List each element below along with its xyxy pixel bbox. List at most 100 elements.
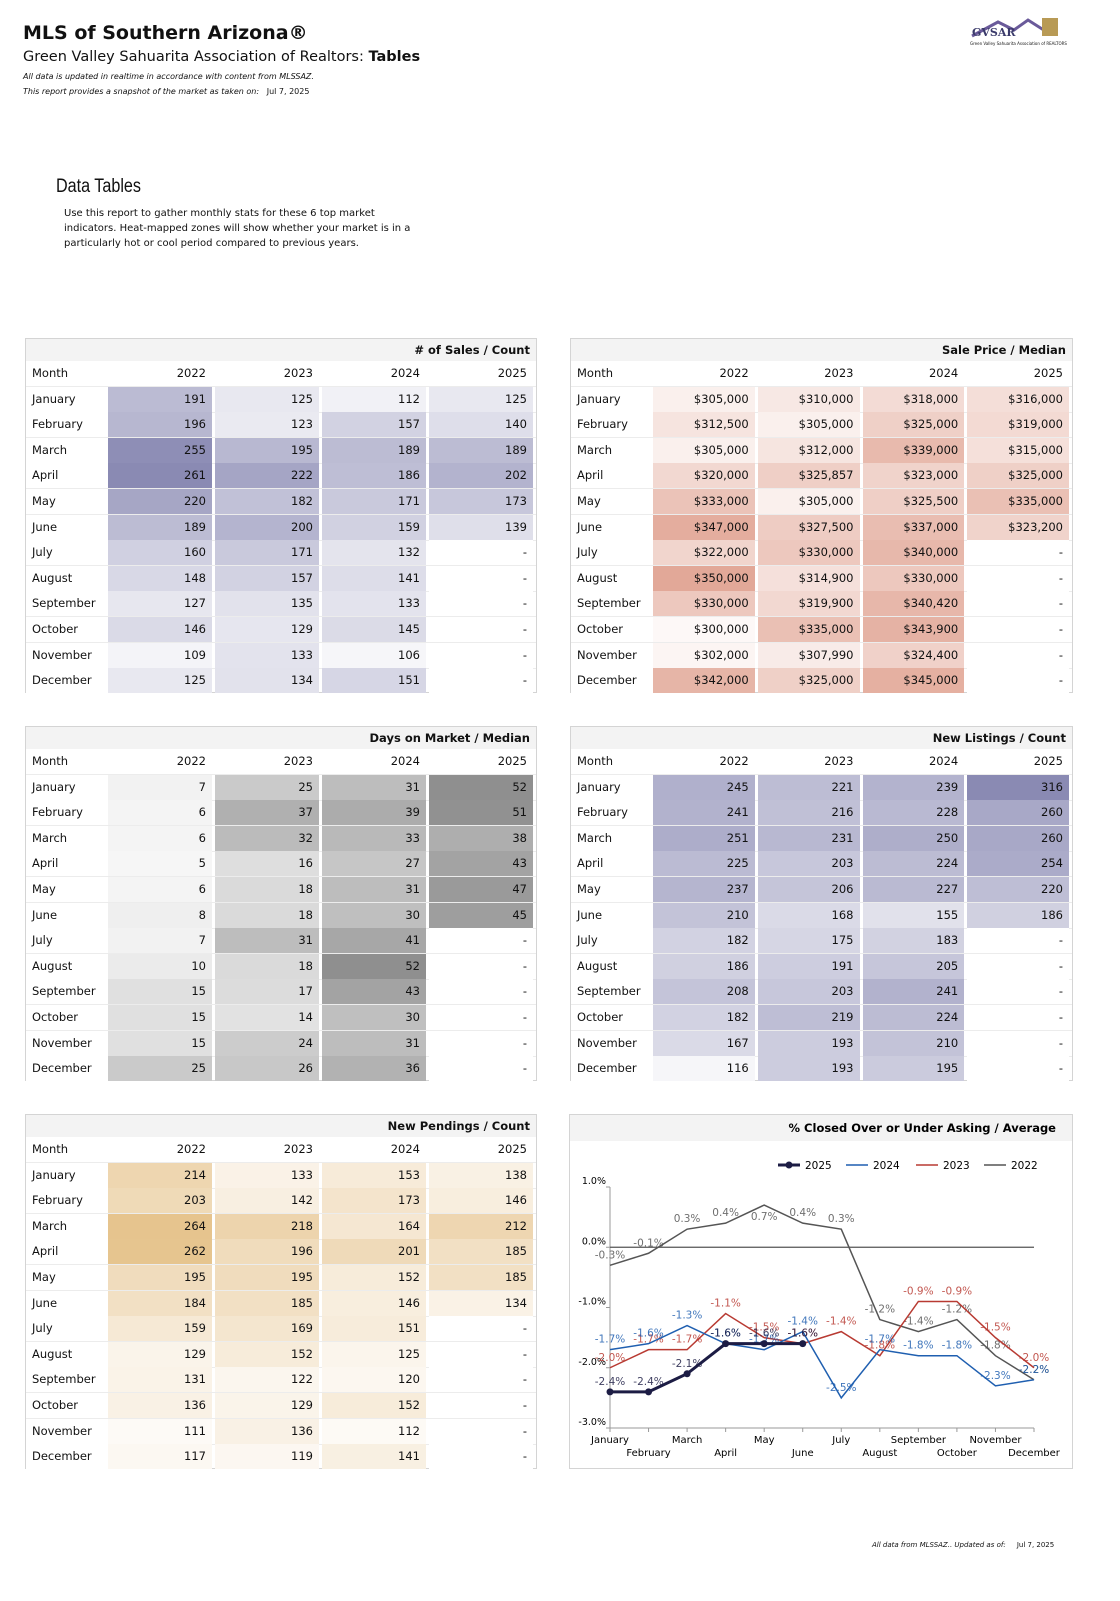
data-cell: 32 xyxy=(215,825,319,851)
data-cell: 10 xyxy=(108,953,212,979)
data-cell: - xyxy=(429,1030,533,1056)
data-cell: 37 xyxy=(215,800,319,826)
data-cell: $315,000 xyxy=(967,437,1069,463)
x-tick-label: April xyxy=(714,1448,737,1459)
legend-label: 2022 xyxy=(1011,1160,1038,1172)
column-header: 2024 xyxy=(390,1142,420,1156)
data-cell: 231 xyxy=(757,825,860,851)
data-label: -1.4% xyxy=(826,1316,856,1328)
point xyxy=(722,1340,730,1348)
data-cell: 222 xyxy=(215,463,319,489)
data-cell: 251 xyxy=(653,825,755,851)
data-label: -1.4% xyxy=(903,1316,933,1328)
data-cell: 125 xyxy=(215,386,319,412)
data-label: -1.2% xyxy=(865,1304,895,1316)
logo-building xyxy=(1042,18,1058,36)
month-cell: August xyxy=(571,953,653,979)
data-cell: - xyxy=(429,1316,533,1342)
data-label: -1.8% xyxy=(903,1340,933,1352)
data-cell: 109 xyxy=(108,642,212,668)
month-cell: January xyxy=(571,386,653,412)
data-cell: $312,000 xyxy=(757,437,860,463)
month-cell: February xyxy=(26,1188,108,1214)
data-cell: 160 xyxy=(108,540,212,566)
month-cell: May xyxy=(26,1264,108,1290)
data-cell: 119 xyxy=(215,1444,319,1470)
data-cell: 25 xyxy=(215,774,319,800)
data-cell: 43 xyxy=(322,979,426,1005)
chart-title: % Closed Over or Under Asking / Average xyxy=(789,1121,1057,1135)
column-header: 2023 xyxy=(824,366,854,380)
data-cell: 220 xyxy=(108,488,212,514)
data-cell: 169 xyxy=(215,1316,319,1342)
data-label: 0.7% xyxy=(751,1211,778,1223)
data-cell: 227 xyxy=(862,876,965,902)
data-cell: 141 xyxy=(322,565,426,591)
data-cell: 186 xyxy=(653,953,755,979)
month-cell: October xyxy=(571,616,653,642)
data-label: -0.3% xyxy=(595,1249,625,1261)
month-cell: May xyxy=(26,876,108,902)
data-label: -1.7% xyxy=(595,1334,625,1346)
report-subtitle: Green Valley Sahuarita Association of Re… xyxy=(23,49,420,65)
data-cell: 212 xyxy=(429,1213,533,1239)
column-header: 2025 xyxy=(497,1142,527,1156)
data-cell: 195 xyxy=(108,1264,212,1290)
data-label: -0.1% xyxy=(633,1237,663,1249)
table-panel: New Pendings / Count Month 2022 2023 2024 202… xyxy=(25,1114,537,1470)
data-cell: $335,000 xyxy=(757,616,860,642)
data-cell: - xyxy=(429,668,533,694)
legend-label: 2023 xyxy=(943,1160,970,1172)
data-cell: $330,000 xyxy=(653,591,755,617)
data-cell: 225 xyxy=(653,851,755,877)
data-cell: 196 xyxy=(108,412,212,438)
data-cell: $305,000 xyxy=(757,488,860,514)
data-cell: 210 xyxy=(653,902,755,928)
y-tick-label: -1.0% xyxy=(578,1297,606,1308)
data-cell: 45 xyxy=(429,902,533,928)
data-cell: - xyxy=(967,668,1069,694)
month-cell: February xyxy=(26,800,108,826)
data-cell: 31 xyxy=(322,1030,426,1056)
month-cell: August xyxy=(571,565,653,591)
data-cell: 195 xyxy=(862,1056,965,1082)
data-cell: 133 xyxy=(215,1162,319,1188)
x-tick-label: February xyxy=(626,1448,670,1459)
data-cell: $324,400 xyxy=(862,642,965,668)
data-cell: 264 xyxy=(108,1213,212,1239)
data-cell: 148 xyxy=(108,565,212,591)
month-cell: September xyxy=(26,591,108,617)
data-cell: - xyxy=(429,565,533,591)
snapshot-date: Jul 7, 2025 xyxy=(266,87,310,96)
data-cell: 18 xyxy=(215,902,319,928)
month-cell: July xyxy=(571,540,653,566)
data-cell: 221 xyxy=(757,774,860,800)
data-cell: 129 xyxy=(108,1341,212,1367)
data-cell: $325,000 xyxy=(862,412,965,438)
data-cell: 260 xyxy=(967,825,1069,851)
data-cell: 195 xyxy=(215,1264,319,1290)
month-cell: January xyxy=(26,1162,108,1188)
month-cell: May xyxy=(571,876,653,902)
data-cell: 186 xyxy=(322,463,426,489)
data-cell: 195 xyxy=(215,437,319,463)
data-cell: 210 xyxy=(862,1030,965,1056)
month-cell: September xyxy=(571,979,653,1005)
data-cell: $335,000 xyxy=(967,488,1069,514)
column-header: 2025 xyxy=(497,366,527,380)
data-cell: 131 xyxy=(108,1367,212,1393)
data-label: -2.2% xyxy=(1019,1364,1049,1376)
data-label: -2.0% xyxy=(595,1352,625,1364)
data-label: -1.1% xyxy=(710,1298,740,1310)
data-cell: 153 xyxy=(322,1162,426,1188)
data-cell: 164 xyxy=(322,1213,426,1239)
data-cell: 112 xyxy=(322,386,426,412)
month-cell: December xyxy=(571,668,653,694)
data-cell: $312,500 xyxy=(653,412,755,438)
x-tick-label: October xyxy=(937,1448,978,1459)
data-cell: 241 xyxy=(653,800,755,826)
month-cell: September xyxy=(26,1367,108,1393)
month-cell: July xyxy=(571,928,653,954)
data-label: -2.5% xyxy=(826,1382,856,1394)
data-cell: - xyxy=(429,1056,533,1082)
